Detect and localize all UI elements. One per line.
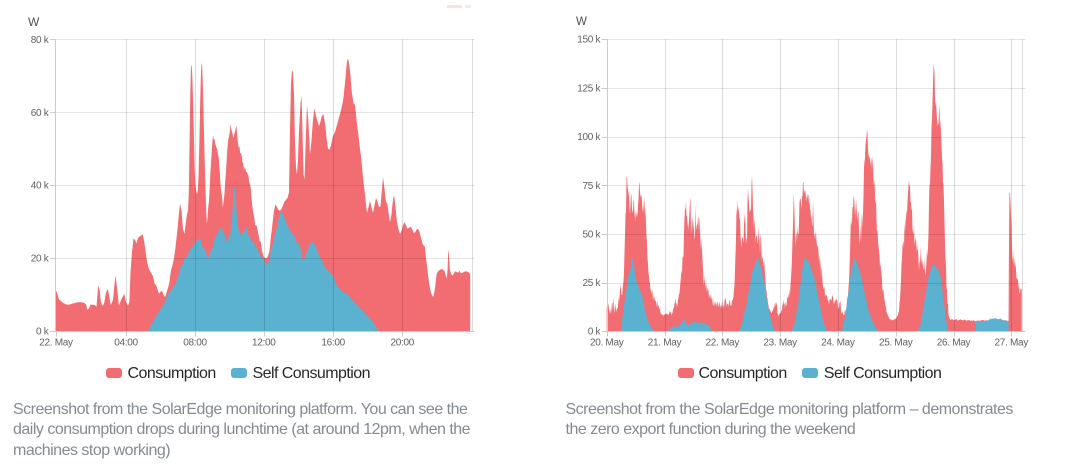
svg-text:25 k: 25 k (582, 278, 601, 289)
svg-text:26. May: 26. May (937, 338, 971, 349)
svg-text:40 k: 40 k (31, 180, 50, 191)
svg-text:16:00: 16:00 (321, 338, 345, 349)
svg-text:20. May: 20. May (590, 338, 624, 349)
svg-text:0 k: 0 k (588, 327, 602, 338)
svg-text:25. May: 25. May (879, 338, 913, 349)
svg-text:23. May: 23. May (763, 338, 797, 349)
svg-text:27. May: 27. May (995, 338, 1029, 349)
svg-text:04:00: 04:00 (114, 338, 138, 349)
svg-text:21. May: 21. May (648, 338, 682, 349)
svg-text:0 k: 0 k (36, 327, 50, 338)
svg-text:20 k: 20 k (31, 253, 50, 264)
svg-text:80 k: 80 k (31, 35, 50, 46)
svg-text:125 k: 125 k (577, 83, 601, 94)
svg-text:22. May: 22. May (39, 338, 73, 349)
svg-text:60 k: 60 k (31, 108, 50, 119)
svg-text:12:00: 12:00 (252, 338, 276, 349)
svg-text:22. May: 22. May (706, 338, 740, 349)
svg-text:W: W (28, 15, 40, 29)
svg-text:24. May: 24. May (821, 338, 855, 349)
svg-text:150 k: 150 k (577, 35, 601, 46)
svg-text:75 k: 75 k (582, 181, 601, 192)
svg-text:W: W (576, 16, 587, 28)
svg-text:08:00: 08:00 (183, 338, 207, 349)
svg-text:20:00: 20:00 (391, 338, 415, 349)
svg-text:50 k: 50 k (582, 230, 601, 241)
svg-text:100 k: 100 k (577, 132, 601, 143)
